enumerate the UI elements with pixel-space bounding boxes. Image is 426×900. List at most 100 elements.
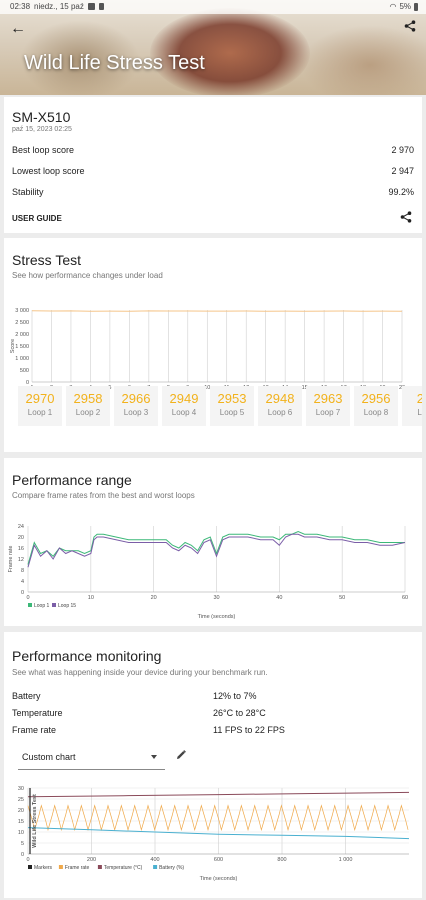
performance-range-card: Performance range Compare frame rates fr…: [4, 458, 422, 626]
x-tick-label: 1 000: [339, 857, 353, 863]
frame-rate-label: Frame rate: [12, 725, 57, 735]
edit-pencil-icon[interactable]: [175, 749, 187, 761]
custom-chart-dropdown[interactable]: Custom chart: [18, 744, 165, 770]
status-time: 02:38: [10, 2, 31, 11]
x-tick-label: 800: [277, 857, 286, 863]
loop-score-label: Loop 2: [75, 408, 101, 417]
x-tick-label: 40: [276, 595, 282, 601]
legend-swatch: [97, 865, 102, 869]
battery-label: Battery: [12, 691, 41, 701]
loop-score-value: 2948: [265, 391, 295, 406]
status-bar: 02:38 niedz., 15 paź ◠ 5%: [0, 0, 426, 14]
y-tick-label: 8: [21, 568, 24, 574]
x-tick-label: 0: [26, 595, 29, 601]
legend-label: Battery (%): [159, 865, 184, 871]
loop-score-label: Loop 8: [363, 408, 389, 417]
y-tick-label: 2 500: [15, 320, 29, 326]
x-tick-label: 30: [213, 595, 219, 601]
y-tick-label: 20: [18, 535, 24, 541]
loop-score-item[interactable]: 2958 Loop 2: [66, 386, 110, 426]
performance-monitoring-title: Performance monitoring: [12, 648, 162, 664]
gallery-icon: [87, 3, 95, 10]
loop-score-label: Loop 4: [171, 408, 197, 417]
y-tick-label: 0: [21, 852, 24, 858]
performance-monitoring-subtitle: See what was happening inside your devic…: [12, 668, 268, 677]
y-tick-label: 30: [18, 786, 24, 792]
loop-score-label: Loop 1: [27, 408, 53, 417]
legend-label: Markers: [34, 865, 53, 871]
x-axis-label: Time (seconds): [198, 614, 236, 620]
stability-label: Stability: [12, 187, 44, 197]
legend-swatch: [58, 865, 63, 869]
best-loop-label: Best loop score: [12, 145, 75, 155]
loop-score-item[interactable]: 2970 Loop 1: [18, 386, 62, 426]
monitoring-chart: 0 5 10 15 20 25 30 0 200 400 600 800 1 000 Wild Life …: [18, 786, 410, 882]
loop-score-value: 2958: [73, 391, 103, 406]
y-tick-label: 0: [21, 590, 24, 596]
performance-monitoring-card: Performance monitoring See what was happ…: [4, 632, 422, 898]
y-tick-label: 3 000: [15, 308, 29, 314]
y-tick-label: 1 500: [15, 344, 29, 350]
temperature-value: 26°C to 28°C: [213, 708, 266, 718]
y-tick-label: 5: [21, 841, 24, 847]
frame-rate-range-chart: 0 10 20 30 40 50 60 0 4 8 12 16 20 24 Frame rate Loop 1…: [8, 524, 408, 620]
performance-range-title: Performance range: [12, 472, 132, 488]
performance-range-subtitle: Compare frame rates from the best and wo…: [12, 491, 195, 500]
loop-score-item[interactable]: 2948 Loop 6: [258, 386, 302, 426]
device-name: SM-X510: [12, 109, 71, 125]
lowest-loop-value: 2 947: [391, 166, 414, 176]
y-tick-label: 16: [18, 546, 24, 552]
x-tick-label: 400: [150, 857, 159, 863]
back-arrow-icon[interactable]: ←: [10, 20, 26, 37]
x-tick-label: 200: [87, 857, 96, 863]
y-axis-label: Frame rate: [8, 546, 14, 573]
loop-score-item[interactable]: 2963 Loop 7: [306, 386, 350, 426]
loop-score-value: 2949: [169, 391, 199, 406]
x-tick-label: 20: [151, 595, 157, 601]
y-tick-label: 10: [18, 830, 24, 836]
temperature-line: [27, 791, 410, 798]
y-axis-label: Score: [10, 339, 16, 353]
loop-score-label: Loop 3: [123, 408, 149, 417]
share-icon[interactable]: [400, 211, 412, 223]
legend-label: Frame rate: [65, 865, 90, 871]
battery-percent: 5%: [399, 2, 411, 11]
frame-rate-line: [27, 804, 409, 832]
lowest-loop-row: Lowest loop score 2 947: [12, 166, 414, 176]
loop-score-item[interactable]: 2966 Loop 3: [114, 386, 158, 426]
loop-score-item[interactable]: 2953 Loop 5: [210, 386, 254, 426]
legend-label: Loop 15: [58, 603, 76, 609]
stress-test-title: Stress Test: [12, 252, 81, 268]
loop-score-value: 29: [416, 391, 422, 406]
y-tick-label: 25: [18, 797, 24, 803]
x-axis-label: Time (seconds): [200, 876, 238, 882]
loop-score-item[interactable]: 2949 Loop 4: [162, 386, 206, 426]
temperature-label: Temperature: [12, 708, 63, 718]
x-tick-label: 600: [214, 857, 223, 863]
x-tick-label: 10: [88, 595, 94, 601]
legend-label: Loop 1: [34, 603, 50, 609]
loop-score-item[interactable]: 29 Loo: [402, 386, 422, 426]
y-tick-label: 12: [18, 557, 24, 563]
loop-score-label: Loo: [417, 408, 422, 417]
share-icon[interactable]: [404, 20, 416, 32]
loop-score-item[interactable]: 2956 Loop 8: [354, 386, 398, 426]
x-tick-label: 10: [204, 385, 210, 391]
y-tick-label: 1 000: [15, 356, 29, 362]
lowest-loop-label: Lowest loop score: [12, 166, 85, 176]
y-tick-label: 2 000: [15, 332, 29, 338]
loop-score-value: 2956: [361, 391, 391, 406]
loop-score-value: 2953: [217, 391, 247, 406]
y-tick-label: 15: [18, 819, 24, 825]
stress-test-card: Stress Test See how performance changes …: [4, 238, 422, 452]
legend-swatch: [153, 865, 158, 869]
user-guide-link[interactable]: USER GUIDE: [12, 214, 62, 223]
run-date: paź 15, 2023 02:25: [12, 126, 72, 133]
wifi-icon: ◠: [389, 2, 397, 11]
battery-line: [27, 827, 410, 840]
y-tick-label: 0: [26, 380, 29, 386]
y-tick-label: 20: [18, 808, 24, 814]
marker-label: Wild Life Stress Test: [32, 794, 38, 848]
stability-value: 99.2%: [388, 187, 414, 197]
best-loop-row: Best loop score 2 970: [12, 145, 414, 155]
